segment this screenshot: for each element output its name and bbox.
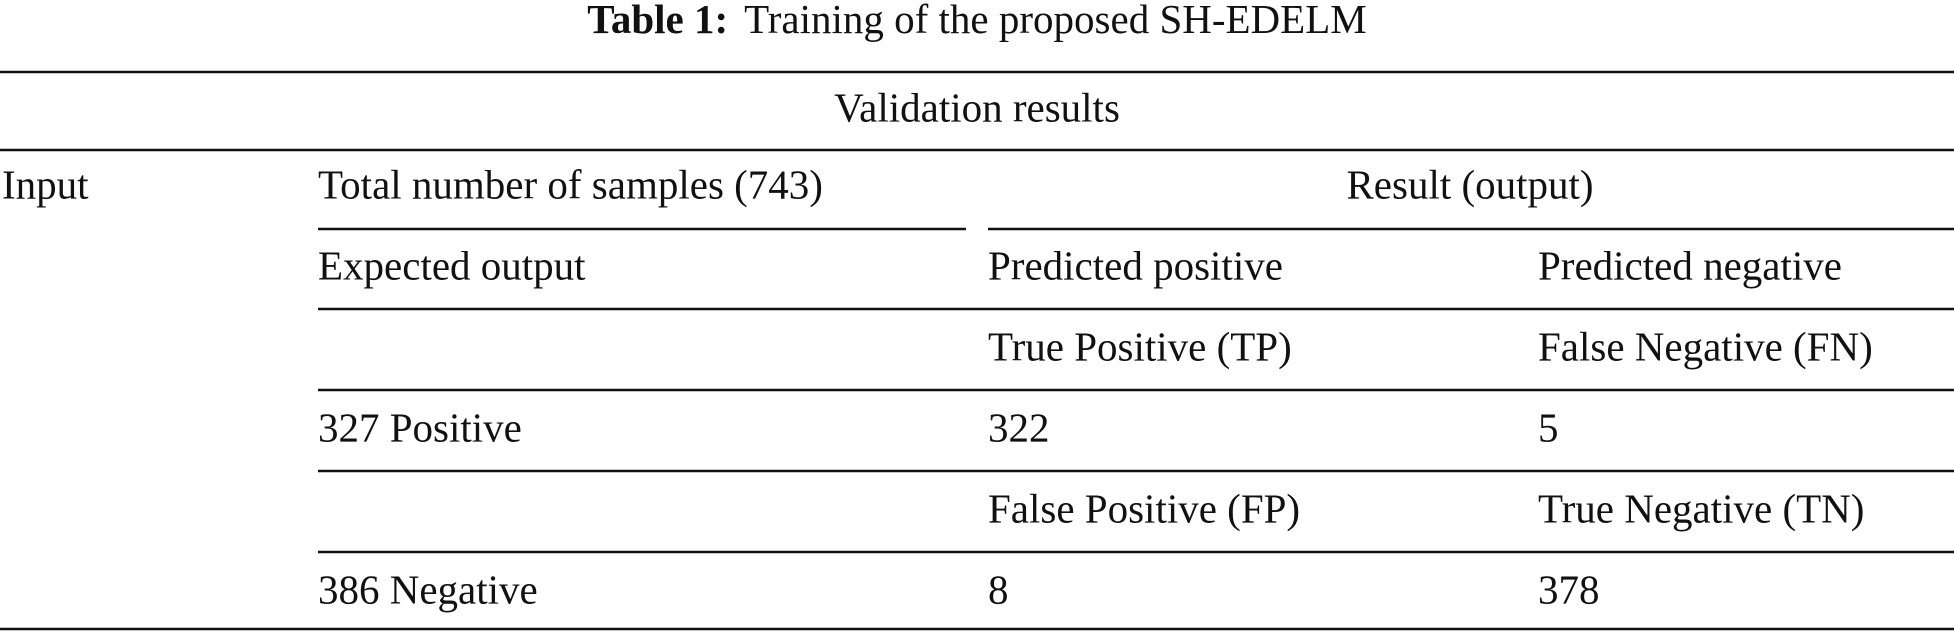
table-label: Table 1: <box>587 0 728 42</box>
cell: Expected output <box>318 242 586 288</box>
cell: 378 <box>1538 566 1600 612</box>
cell: True Positive (TP) <box>988 323 1292 369</box>
cell: False Positive (FP) <box>988 485 1300 531</box>
cell: Input <box>2 161 89 207</box>
cell: Result (output) <box>1346 161 1593 207</box>
cell: Predicted positive <box>988 242 1283 288</box>
group-header: Validation results <box>834 84 1120 130</box>
cell: 327 Positive <box>318 404 522 450</box>
cell: False Negative (FN) <box>1538 323 1873 369</box>
cell: 322 <box>988 404 1050 450</box>
cell: Predicted negative <box>1538 242 1842 288</box>
table-title: Training of the proposed SH-EDELM <box>744 0 1367 42</box>
cell: Total number of samples (743) <box>318 161 823 207</box>
cell: 5 <box>1538 404 1559 450</box>
cell: True Negative (TN) <box>1538 485 1864 531</box>
cell: 8 <box>988 566 1009 612</box>
cell: 386 Negative <box>318 566 538 612</box>
table-caption: Table 1: Training of the proposed SH-EDEL… <box>587 0 1366 42</box>
